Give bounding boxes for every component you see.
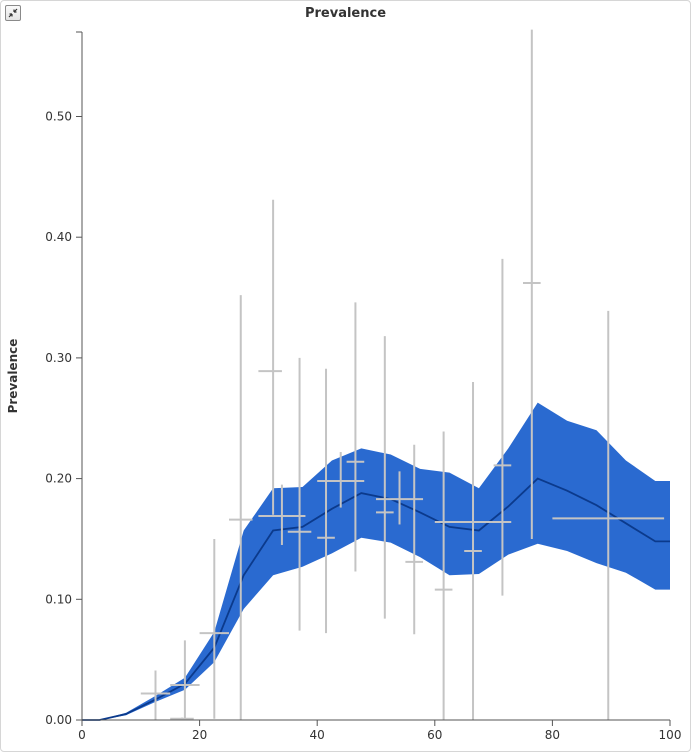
y-tick-label: 0.50 [45, 109, 72, 123]
x-tick-label: 20 [192, 728, 207, 742]
observation-6 [258, 484, 306, 545]
x-tick-label: 0 [78, 728, 86, 742]
median-line [82, 477, 670, 721]
x-tick-label: 100 [659, 728, 682, 742]
observation-15 [464, 382, 482, 720]
observation-14 [434, 431, 453, 720]
x-tick-label: 40 [310, 728, 325, 742]
y-tick-label: 0.40 [45, 230, 72, 244]
y-tick-label: 0.00 [45, 713, 72, 727]
observation-18 [523, 29, 541, 539]
y-tick-label: 0.10 [45, 592, 72, 606]
observation-0 [140, 670, 171, 720]
collapse-arrows-icon[interactable] [5, 5, 21, 21]
observation-13 [405, 444, 424, 635]
y-tick-label: 0.20 [45, 472, 72, 486]
x-tick-label: 60 [427, 728, 442, 742]
observation-4 [229, 295, 253, 720]
observation-2 [170, 640, 200, 720]
observation-3 [199, 538, 229, 719]
observation-10 [346, 302, 365, 572]
x-tick-label: 80 [545, 728, 560, 742]
observation-17 [493, 258, 512, 596]
chart-title: Prevalence [304, 6, 387, 21]
observation-7 [287, 357, 312, 631]
observation-11 [376, 336, 394, 619]
observation-8 [317, 368, 335, 634]
y-axis-title: Prevalence [6, 339, 20, 414]
observation-5 [258, 199, 282, 515]
y-tick-label: 0.30 [45, 351, 72, 365]
observation-19 [552, 310, 665, 720]
confidence-band [82, 402, 670, 720]
